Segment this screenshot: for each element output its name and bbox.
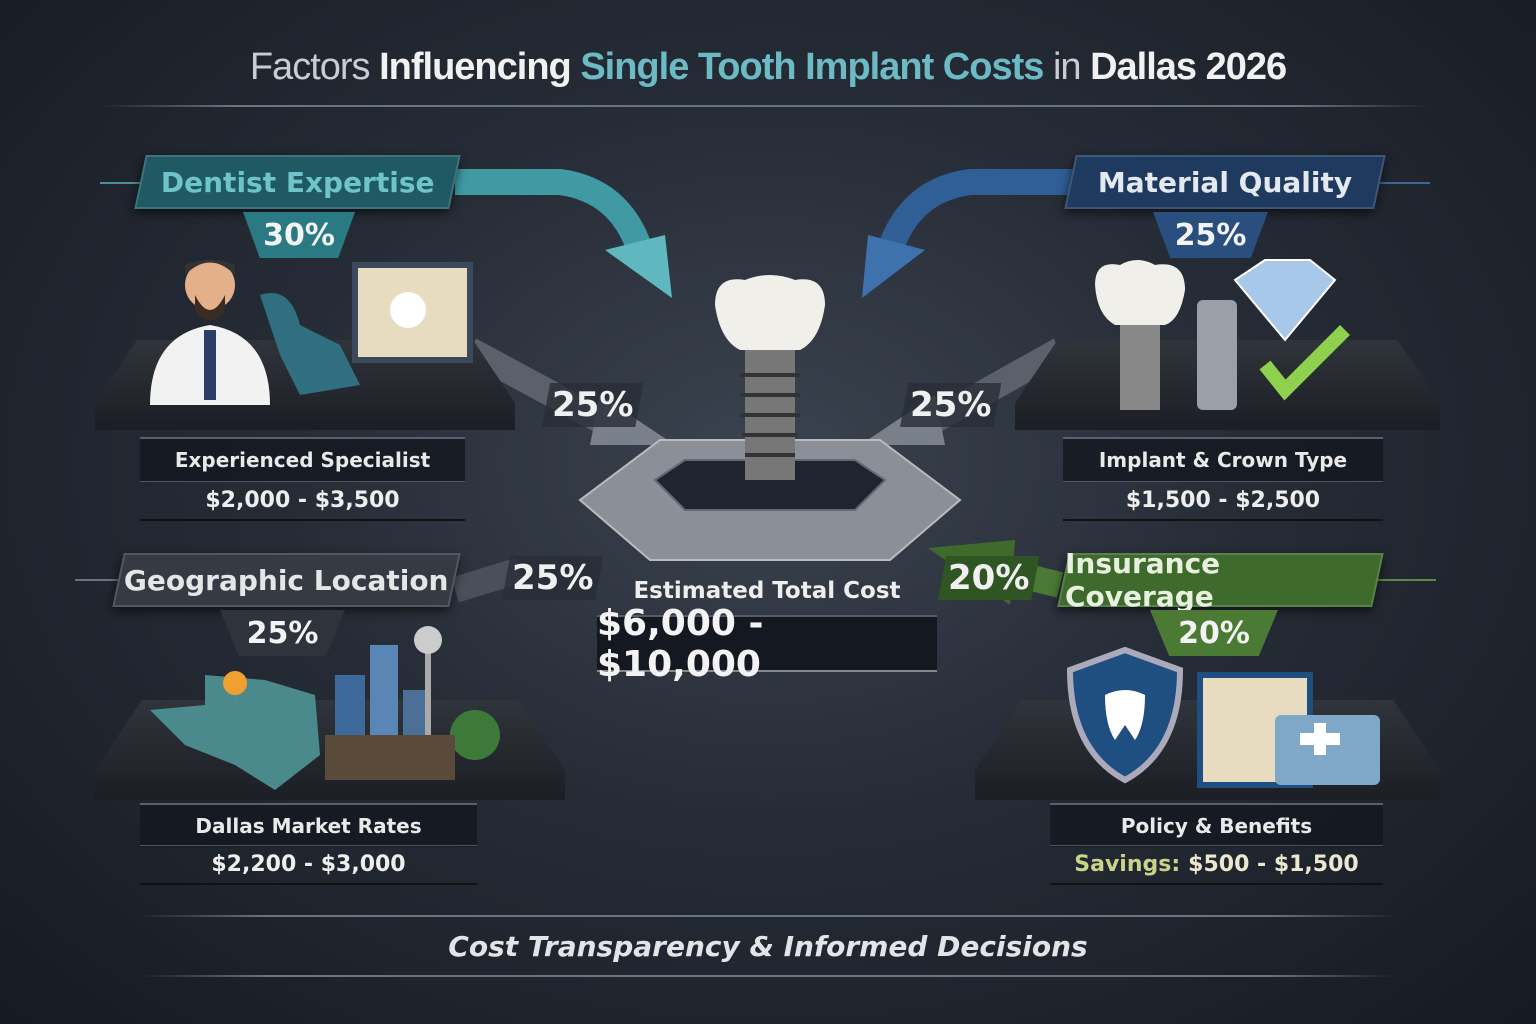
arrow-head	[862, 235, 925, 298]
dentist-illustration	[150, 260, 473, 405]
arrow-label-material: 25%	[900, 383, 1002, 427]
savings-value: $500 - $1,500	[1188, 852, 1359, 877]
total-cost-value: $6,000 - $10,000	[597, 603, 937, 685]
arrow-material	[877, 169, 1075, 255]
arrow-head	[605, 235, 672, 298]
title-divider	[100, 105, 1430, 107]
factor-label: Dallas Market Rates	[140, 803, 477, 847]
diamond-icon	[1233, 259, 1337, 342]
implant-icon	[1120, 325, 1160, 410]
percent-tab: 30%	[243, 212, 355, 258]
arrow-label-location: 25%	[502, 556, 604, 600]
factor-price: $1,500 - $2,500	[1063, 481, 1383, 521]
page-title: Factors Influencing Single Tooth Implant…	[0, 46, 1536, 89]
factor-name: Geographic Location	[124, 563, 449, 597]
banner-dentist-expertise: Dentist Expertise	[134, 155, 461, 209]
dentist-icon	[185, 260, 235, 310]
percent-tab: 25%	[1153, 212, 1268, 258]
savings-price: Savings: $500 - $1,500	[1050, 845, 1383, 885]
reunion-tower-icon	[414, 626, 442, 654]
factor-label: Implant & Crown Type	[1063, 437, 1383, 481]
insurance-illustration	[1066, 646, 1380, 788]
materials-illustration	[1095, 259, 1350, 410]
tooth-icon	[1105, 690, 1145, 740]
checkmark-icon	[1259, 325, 1350, 401]
implant-pedestal	[578, 275, 962, 561]
banner-geographic-location: Geographic Location	[112, 553, 461, 607]
factor-name: Dentist Expertise	[160, 165, 435, 199]
total-cost-label: Estimated Total Cost	[633, 578, 901, 604]
tree-icon	[450, 710, 500, 760]
title-part: Factors	[249, 46, 380, 88]
title-highlight: Single Tooth Implant Costs	[580, 46, 1044, 88]
arrow-dentist	[455, 169, 653, 255]
insurance-card-icon	[1275, 715, 1380, 785]
savings-label: Savings:	[1074, 852, 1181, 877]
factor-price: $2,200 - $3,000	[140, 845, 477, 885]
percent-tab: 25%	[220, 610, 345, 656]
factor-name: Material Quality	[1097, 165, 1353, 199]
percent-tab: 20%	[1150, 610, 1278, 656]
factor-price: $2,000 - $3,500	[140, 481, 465, 521]
texas-map-icon	[150, 675, 320, 790]
arrow-label-insurance: 20%	[938, 556, 1040, 600]
dental-chair-icon	[260, 293, 360, 395]
location-pin-icon	[223, 671, 248, 725]
arrow-label-dentist: 25%	[542, 383, 644, 427]
footer-divider	[140, 915, 1396, 917]
factor-label: Experienced Specialist	[140, 437, 465, 481]
footer-divider	[140, 975, 1396, 977]
dallas-illustration	[150, 626, 500, 790]
factor-label: Policy & Benefits	[1050, 803, 1383, 847]
title-part: Influencing	[379, 46, 581, 88]
abutment-icon	[1197, 300, 1237, 410]
factor-name: Insurance Coverage	[1065, 547, 1221, 613]
banner-material-quality: Material Quality	[1064, 155, 1386, 209]
crown-icon	[1095, 260, 1185, 325]
banner-insurance-coverage: Insurance Coverage	[1057, 547, 1384, 613]
crown-icon	[715, 275, 825, 350]
footer-tagline: Cost Transparency & Informed Decisions	[448, 930, 1088, 963]
title-part: Dallas 2026	[1090, 46, 1287, 88]
title-part: in	[1043, 46, 1091, 88]
